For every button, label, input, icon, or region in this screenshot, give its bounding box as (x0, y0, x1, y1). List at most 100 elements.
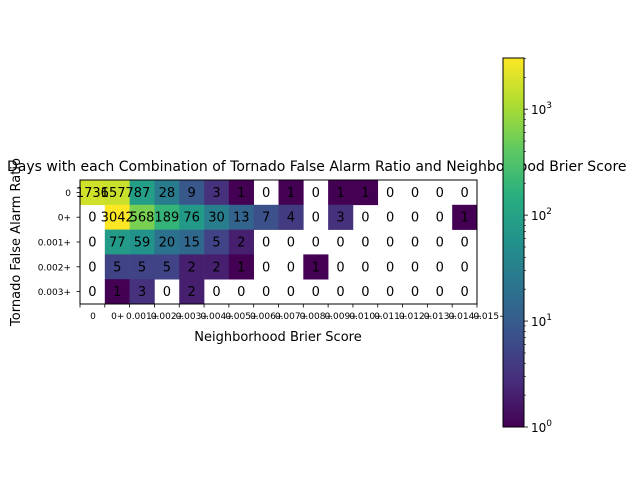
cell-value-label: 0 (411, 211, 419, 226)
cell-value-label: 0 (212, 285, 220, 300)
cell-value-label: 0 (411, 236, 419, 251)
cell-value-label: 0 (411, 186, 419, 201)
cell-value-label: 0 (361, 211, 369, 226)
y-tick-label: 0.003+ (38, 288, 71, 298)
heatmap-cell (129, 229, 155, 255)
cell-value-label: 1736 (76, 186, 109, 201)
heatmap-cell (228, 229, 254, 255)
heatmap-cell (328, 204, 354, 230)
cell-value-label: 3042 (101, 211, 134, 226)
y-axis-label: Tornado False Alarm Ratio (9, 158, 24, 327)
cell-value-label: 0 (312, 236, 320, 251)
colorbar-tick-label: 101 (531, 313, 552, 329)
heatmap-cell (179, 279, 205, 305)
chart-title: Days with each Combination of Tornado Fa… (7, 159, 627, 175)
cell-value-label: 3 (138, 285, 146, 300)
cell-value-label: 2 (188, 285, 196, 300)
cell-value-label: 0 (88, 260, 96, 275)
x-tick-label: 0.008+ (300, 312, 333, 322)
heatmap-cell (104, 279, 130, 305)
x-tick-label: 0.006+ (250, 312, 283, 322)
x-tick-label: 0.012+ (399, 312, 432, 322)
x-axis: 0 0+ 0.001+0.002+0.003+0.004+0.005+0.006+0… (79, 304, 507, 322)
cell-value-label: 2 (212, 260, 220, 275)
cell-value-label: 30 (208, 211, 225, 226)
cell-value-label: 13 (233, 211, 250, 226)
heatmap-cell (204, 229, 230, 255)
cell-value-label: 0 (287, 285, 295, 300)
cell-value-label: 0 (312, 285, 320, 300)
cell-value-label: 15 (183, 236, 200, 251)
cell-value-label: 0 (436, 285, 444, 300)
x-tick-label: 0.003+ (176, 312, 209, 322)
cell-value-label: 3 (212, 186, 220, 201)
cell-value-label: 0 (411, 260, 419, 275)
cell-value-label: 0 (88, 285, 96, 300)
cell-value-label: 0 (163, 285, 171, 300)
cell-value-label: 0 (88, 236, 96, 251)
cell-value-label: 0 (287, 260, 295, 275)
cell-value-label: 1 (237, 260, 245, 275)
cell-value-label: 0 (262, 236, 270, 251)
cell-value-label: 0 (460, 260, 468, 275)
cell-value-label: 0 (386, 260, 394, 275)
heatmap-cell (228, 180, 254, 206)
cell-value-label: 28 (159, 186, 176, 201)
heatmap-cell (278, 180, 304, 206)
colorbar-tick-label: 102 (531, 207, 552, 223)
colorbar: 100 101 102 103 (502, 57, 552, 435)
heatmap-cell (104, 180, 130, 206)
cell-value-label: 0 (460, 236, 468, 251)
cell-value-label: 1 (287, 186, 295, 201)
heatmap-cell (253, 204, 279, 230)
cell-value-label: 1 (312, 260, 320, 275)
heatmap-cell (179, 180, 205, 206)
cell-value-label: 0 (460, 186, 468, 201)
cell-value-label: 1577 (101, 186, 134, 201)
heatmap-cell (104, 254, 130, 280)
cell-value-label: 0 (237, 285, 245, 300)
x-tick-label: 0.013+ (424, 312, 457, 322)
cell-value-label: 0 (411, 285, 419, 300)
cell-value-label: 0 (386, 285, 394, 300)
y-tick-label: 0+ (58, 214, 71, 224)
cell-value-label: 76 (183, 211, 200, 226)
cell-value-label: 1 (460, 211, 468, 226)
x-tick-label: 0.007+ (275, 312, 308, 322)
cell-value-label: 0 (312, 211, 320, 226)
heatmap-cell (179, 254, 205, 280)
cell-value-label: 0 (262, 285, 270, 300)
cell-value-label: 0 (436, 260, 444, 275)
cell-value-label: 0 (336, 260, 344, 275)
cell-value-label: 1 (361, 186, 369, 201)
cell-value-label: 189 (154, 211, 179, 226)
heatmap-cells (80, 180, 478, 305)
cell-value-label: 0 (361, 285, 369, 300)
x-tick-label: 0.011+ (374, 312, 407, 322)
x-axis-label: Neighborhood Brier Score (194, 330, 361, 345)
y-tick-label: 0.002+ (38, 263, 71, 273)
heatmap-cell (278, 204, 304, 230)
cell-value-label: 0 (361, 236, 369, 251)
cell-value-label: 0 (386, 236, 394, 251)
cell-value-label: 0 (336, 285, 344, 300)
cell-value-label: 1 (113, 285, 121, 300)
cell-value-label: 0 (436, 236, 444, 251)
cell-value-label: 0 (361, 260, 369, 275)
cell-value-label: 0 (312, 186, 320, 201)
heatmap-cell (328, 180, 354, 206)
y-axis: 0 0+ 0.001+ 0.002+ 0.003+ (38, 189, 80, 298)
heatmap-cell (129, 180, 155, 206)
x-tick-label: 0+ (111, 312, 124, 322)
cell-value-label: 1 (237, 186, 245, 201)
colorbar-ticks: 100 101 102 103 (524, 58, 552, 435)
cell-value-label: 0 (262, 186, 270, 201)
colorbar-tick-label: 100 (531, 419, 552, 435)
heatmap-cell (179, 204, 205, 230)
cell-value-label: 0 (460, 285, 468, 300)
heatmap-cell (154, 229, 180, 255)
cell-value-label: 5 (113, 260, 121, 275)
x-tick-label: 0 (90, 312, 96, 322)
